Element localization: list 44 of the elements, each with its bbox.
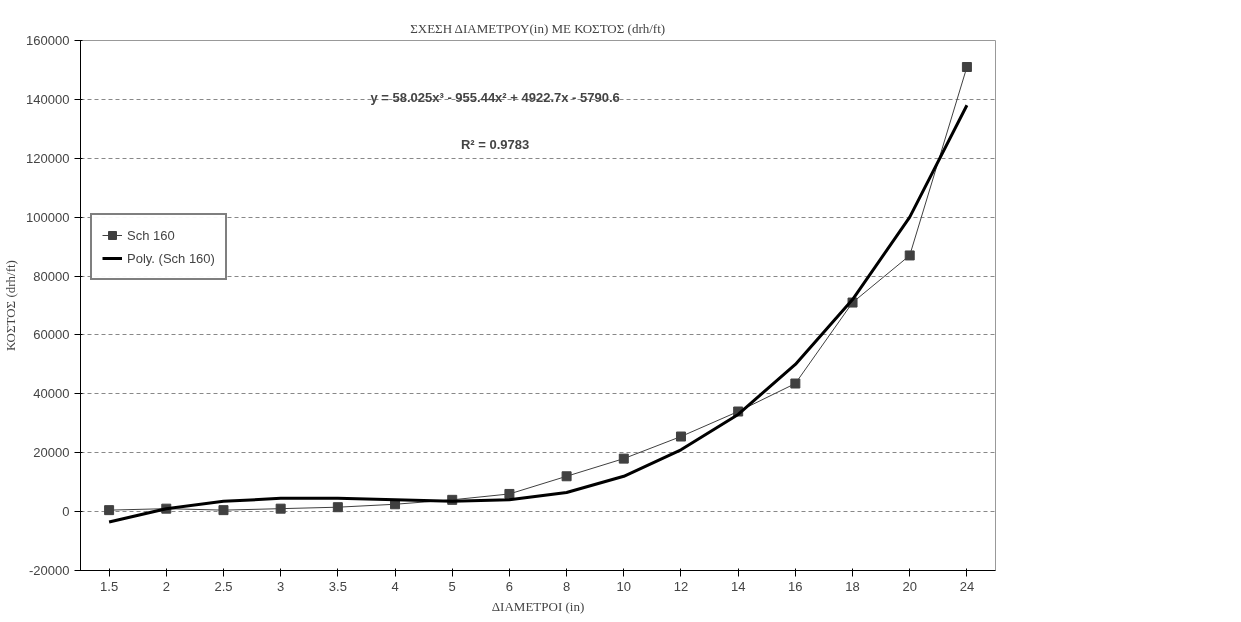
x-tick-label: 10 [616, 578, 632, 594]
x-axis-title: ΔΙΑΜΕΤΡΟΙ (in) [491, 598, 585, 614]
y-axis-title: ΚΟΣΤΟΣ (drh/ft) [3, 260, 19, 351]
y-tick-label: 20000 [33, 445, 70, 461]
x-tick-label: 2 [162, 578, 170, 594]
x-tick-label: 5 [448, 578, 456, 594]
y-tick-label: 40000 [33, 386, 70, 402]
point [332, 502, 343, 513]
legend-label: Sch 160 [127, 227, 175, 243]
point [104, 505, 115, 516]
y-tick-label: -20000 [29, 563, 70, 578]
x-tick-label: 14 [730, 578, 746, 594]
point [675, 431, 686, 442]
y-tick-label: 160000 [26, 33, 70, 48]
point [218, 505, 229, 516]
point [504, 488, 515, 499]
point [561, 471, 572, 482]
annotation: y = 58.025x³ - 955.44x² + 4922.7x - 5790.6 [370, 90, 620, 106]
x-tick-label: 18 [845, 578, 860, 594]
point [790, 378, 801, 389]
y-tick-label: 120000 [26, 150, 70, 166]
y-tick-label: 80000 [33, 268, 70, 284]
point [618, 453, 629, 464]
x-tick-label: 4 [391, 578, 399, 594]
chart-title: ΣΧΕΣΗ ΔΙΑΜΕΤΡΟΥ(in) ΜΕ ΚΟΣΤΟΣ (drh/ft) [410, 20, 666, 36]
x-tick-label: 2.5 [214, 578, 233, 594]
point [275, 503, 286, 514]
x-tick-label: 3 [277, 578, 285, 594]
point [961, 62, 972, 72]
x-tick-label: 6 [505, 578, 514, 594]
x-tick-label: 1.5 [100, 578, 119, 594]
x-tick-label: 24 [959, 578, 975, 594]
y-tick-label: 0 [62, 504, 70, 520]
x-tick-label: 16 [788, 578, 803, 594]
y-tick-label: 140000 [26, 91, 70, 107]
legend-label: Poly. (Sch 160) [127, 250, 215, 266]
annotation: R² = 0.9783 [460, 137, 530, 153]
x-tick-label: 3.5 [328, 578, 347, 594]
x-tick-label: 20 [902, 578, 917, 594]
point [904, 250, 915, 261]
x-tick-label: 12 [673, 578, 689, 594]
y-tick-label: 60000 [33, 327, 70, 343]
x-tick-label: 8 [562, 578, 571, 594]
y-tick-label: 100000 [26, 209, 70, 225]
